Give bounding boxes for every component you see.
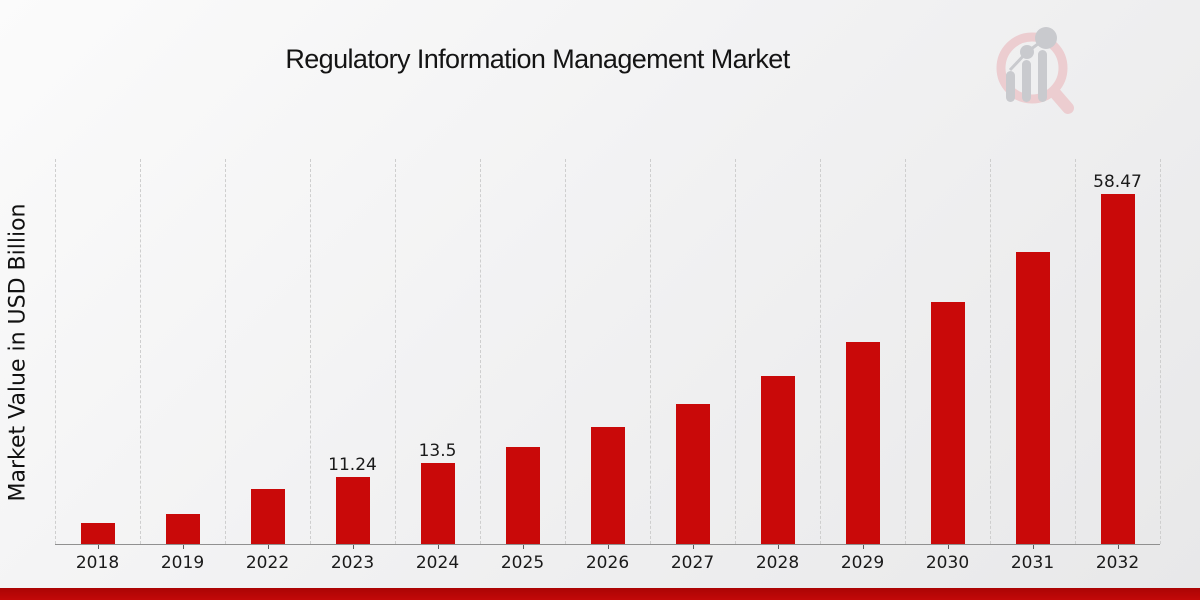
bar-2025: [505, 447, 540, 544]
magnifier-icon: [996, 32, 1074, 114]
x-tick-label-2024: 2024: [415, 553, 460, 573]
x-axis-tick: [97, 545, 99, 549]
x-tick-label-2029: 2029: [840, 553, 885, 573]
gridline: [310, 159, 311, 544]
bar-2028: [760, 375, 795, 544]
gridline: [650, 159, 651, 544]
bar-2031: [1015, 252, 1050, 544]
gridline: [140, 159, 141, 544]
plot-area: 2018 2019 2022 11.24 2023 13.5 2024 2025 2026 202…: [55, 159, 1161, 573]
gridline: [820, 159, 821, 544]
gridline: [1160, 159, 1161, 544]
gridline: [735, 159, 736, 544]
x-axis-tick: [1032, 545, 1034, 549]
x-tick-label-2026: 2026: [585, 553, 630, 573]
bar-growth-icon: [1006, 27, 1057, 102]
x-tick-label-2023: 2023: [330, 553, 375, 573]
bar-2029: [845, 342, 880, 544]
x-axis-tick: [182, 545, 184, 549]
x-axis-tick: [777, 545, 779, 549]
gridline: [225, 159, 226, 544]
x-tick-label-2027: 2027: [670, 553, 715, 573]
gridline: [565, 159, 566, 544]
gridline: [395, 159, 396, 544]
bar-2026: [590, 427, 625, 544]
bar-2032: [1100, 193, 1135, 544]
y-axis-label: Market Value in USD Billion: [5, 203, 31, 502]
x-tick-label-2030: 2030: [925, 553, 970, 573]
x-tick-label-2031: 2031: [1010, 553, 1055, 573]
bar-2018: [80, 523, 115, 544]
gridline: [480, 159, 481, 544]
x-tick-label-2018: 2018: [75, 553, 120, 573]
gridline: [990, 159, 991, 544]
bar-2019: [165, 514, 200, 544]
bar-2030: [930, 301, 965, 544]
x-axis-tick: [437, 545, 439, 549]
x-tick-label-2019: 2019: [160, 553, 205, 573]
gridline: [55, 159, 56, 544]
x-axis-tick: [947, 545, 949, 549]
bar-2027: [675, 403, 710, 544]
bar-2024: [420, 463, 455, 544]
x-axis-tick: [1117, 545, 1119, 549]
gridline: [1075, 159, 1076, 544]
x-axis-tick: [607, 545, 609, 549]
x-tick-label-2028: 2028: [755, 553, 800, 573]
magnifier-barchart-logo-icon: [996, 27, 1074, 114]
bar-value-label-2032: 58.47: [1093, 171, 1142, 192]
footer-accent-bar: [0, 588, 1200, 600]
gridline: [905, 159, 906, 544]
bar-2023: [335, 476, 370, 544]
x-axis-tick: [862, 545, 864, 549]
x-axis-tick: [522, 545, 524, 549]
chart-title: Regulatory Information Management Market: [285, 44, 790, 74]
bar-value-label-2024: 13.5: [418, 441, 457, 462]
x-axis-tick: [692, 545, 694, 549]
x-tick-label-2025: 2025: [500, 553, 545, 573]
bar-2022: [250, 488, 285, 544]
bar-value-label-2023: 11.24: [328, 454, 377, 475]
x-axis-tick: [267, 545, 269, 549]
x-tick-label-2032: 2032: [1095, 553, 1140, 573]
x-axis-tick: [352, 545, 354, 549]
x-tick-label-2022: 2022: [245, 553, 290, 573]
